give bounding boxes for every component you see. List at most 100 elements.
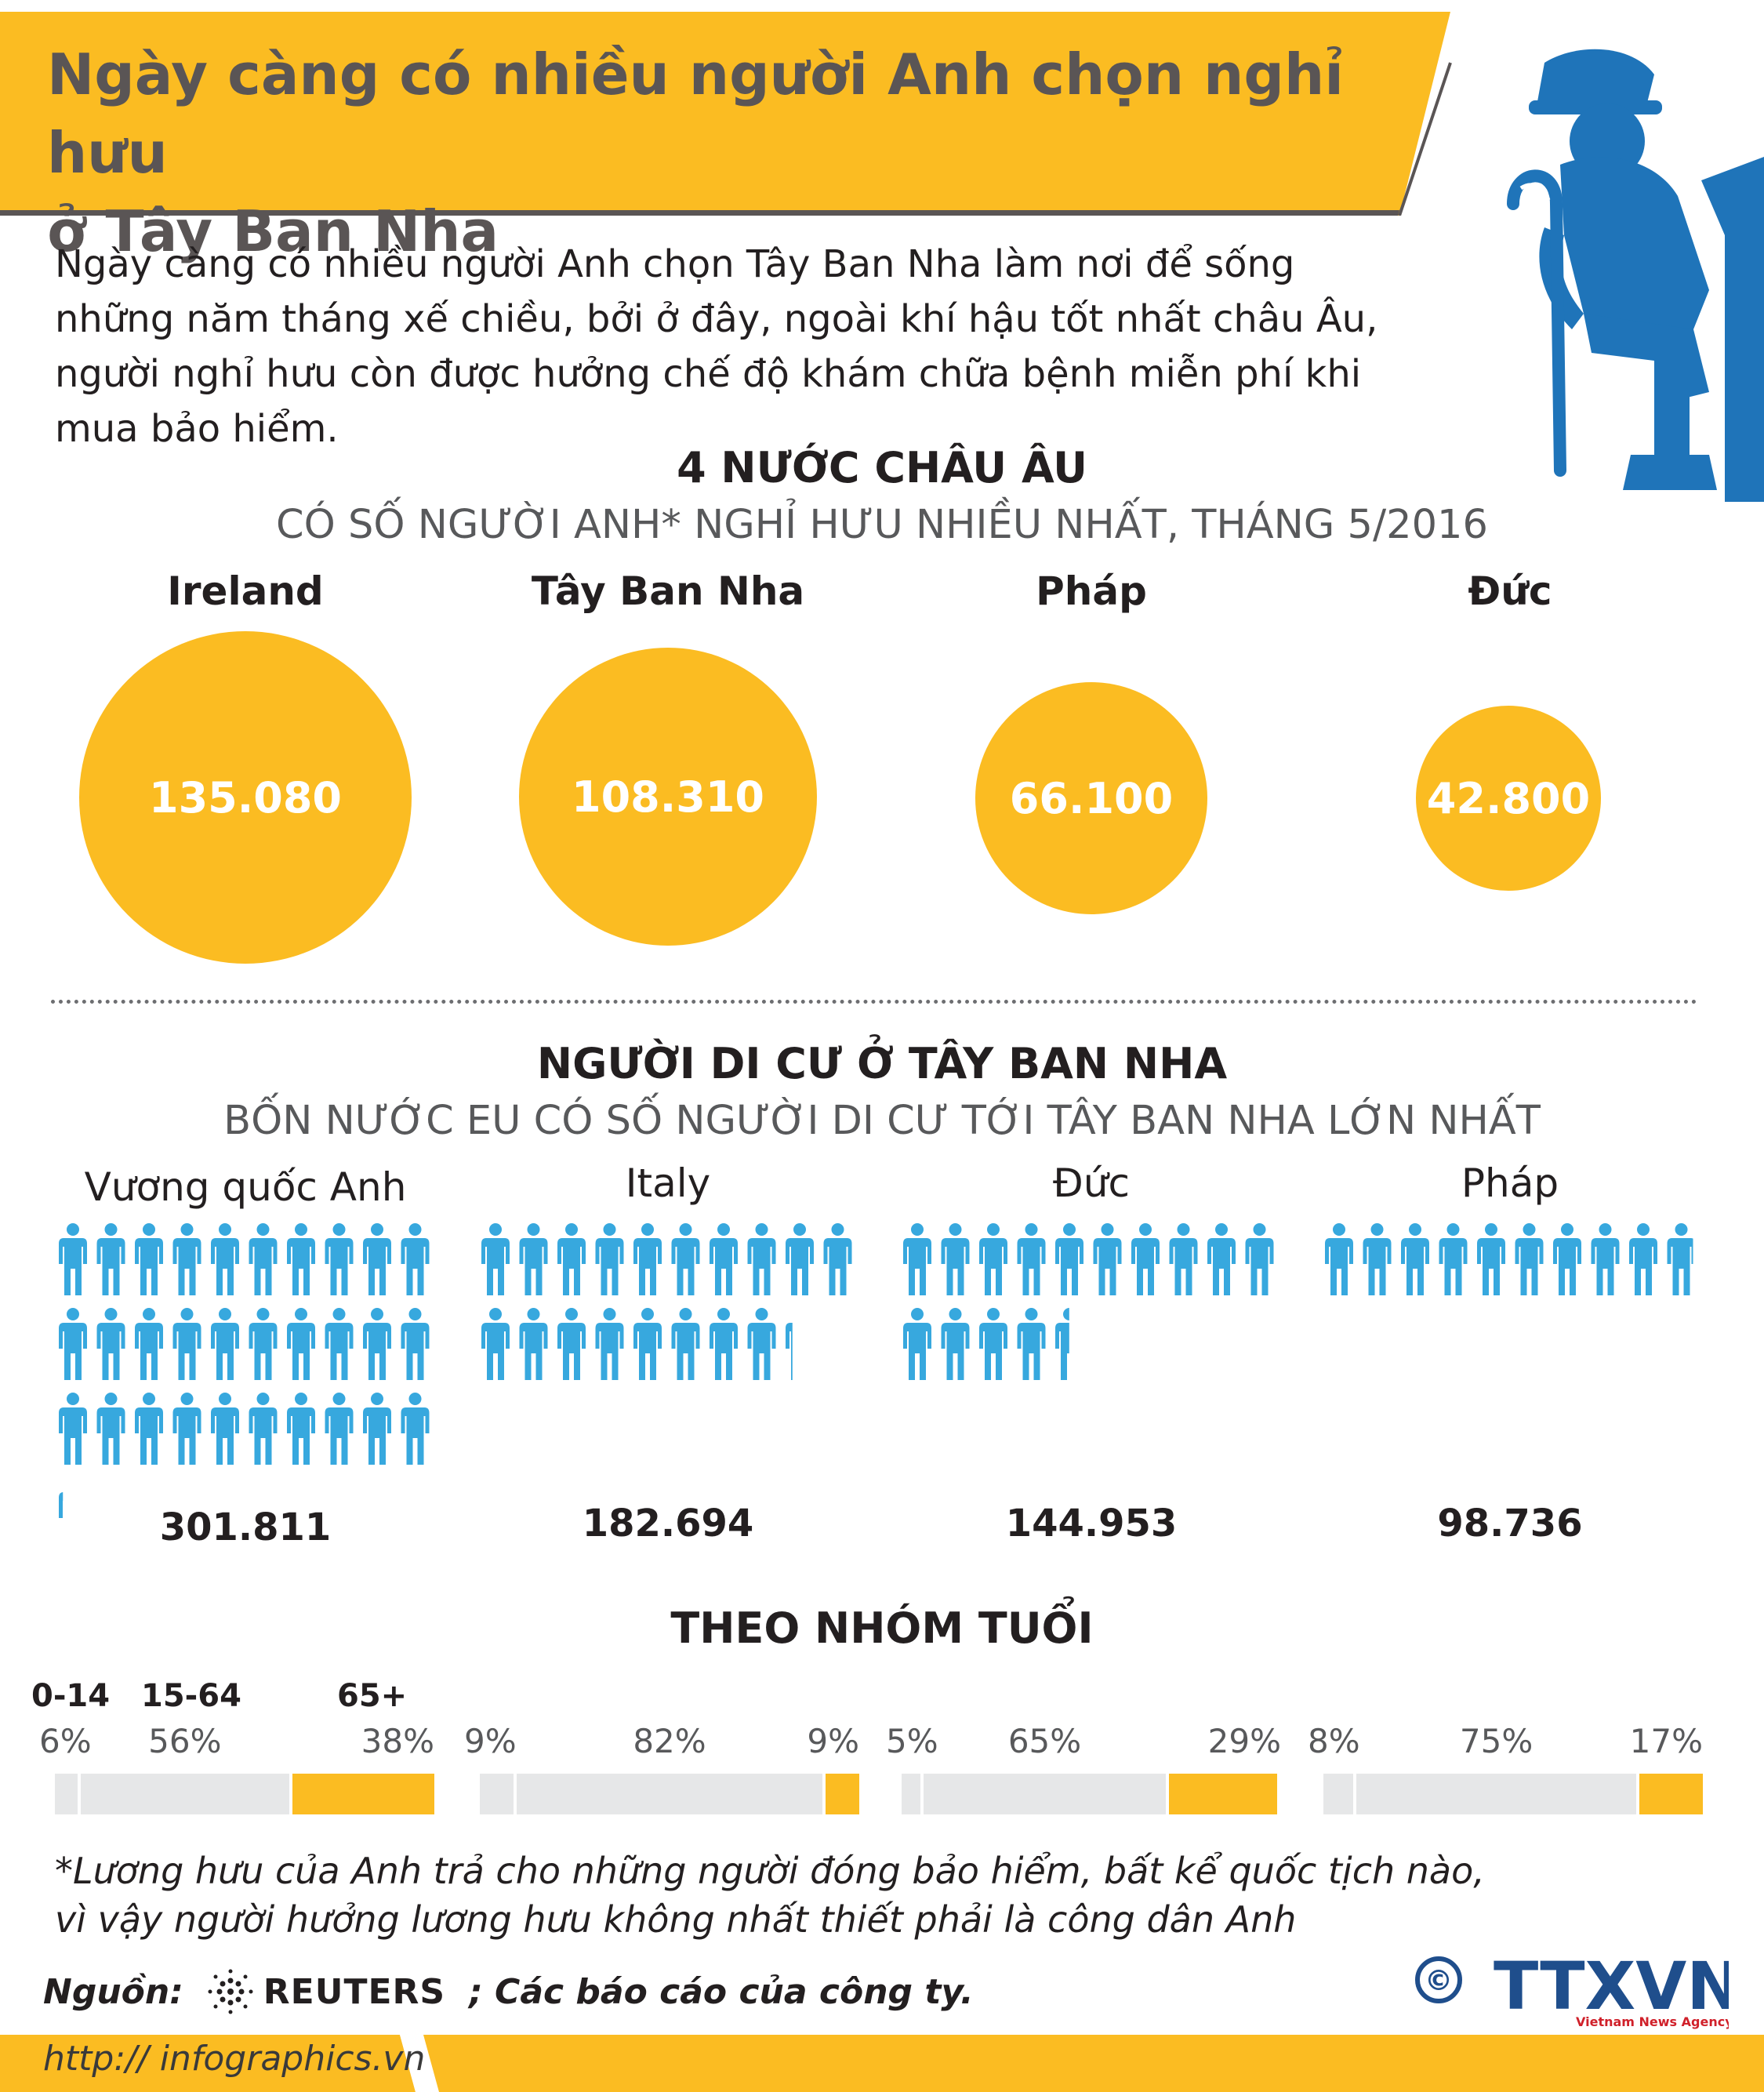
person-icon [325, 1393, 354, 1465]
title-line-2: ở Tây Ban Nha [47, 198, 499, 264]
age-bar-segment-0-14 [55, 1774, 78, 1814]
copyright-symbol: © [1425, 1965, 1453, 1997]
people-icons-svg [481, 1223, 852, 1380]
person-icon [1131, 1223, 1160, 1295]
person-icon [1017, 1308, 1046, 1380]
age-group-0-14: 0-14 [31, 1678, 111, 1714]
age-bar-segment-65-plus [1639, 1774, 1703, 1814]
person-icon [481, 1308, 510, 1380]
person-icon [747, 1223, 776, 1295]
person-icon [1477, 1223, 1505, 1295]
ttxvn-logo-text: TTXVN [1494, 1948, 1729, 2025]
retiree-circle-france: 66.100 [975, 682, 1207, 914]
person-icon [1439, 1223, 1468, 1295]
retiree-country-france: Pháp [1036, 568, 1147, 614]
retiree-value-spain: 108.310 [572, 772, 764, 822]
migrant-value-france: 98.736 [1437, 1502, 1583, 1545]
person-icon [1055, 1308, 1069, 1380]
age-pct-65-plus: 29% [1207, 1722, 1281, 1760]
age-bar-segment-65-plus [1169, 1774, 1278, 1814]
person-icon [519, 1223, 548, 1295]
person-icon [59, 1492, 64, 1518]
person-icon [135, 1393, 163, 1465]
migrant-country-france: Pháp [1461, 1160, 1559, 1206]
person-icon [671, 1223, 700, 1295]
person-icon [903, 1223, 931, 1295]
person-icon [1363, 1223, 1392, 1295]
people-icons-svg [903, 1223, 1274, 1380]
person-icon [1169, 1223, 1198, 1295]
age-pct-65-plus: 38% [361, 1722, 434, 1760]
person-icon [363, 1223, 391, 1295]
person-icon [172, 1393, 201, 1465]
site-url-link[interactable]: http:// infographics.vn [43, 2039, 426, 2079]
person-icon [287, 1393, 315, 1465]
person-icon [172, 1223, 201, 1295]
person-icon [135, 1308, 163, 1380]
age-pct-0-14: 6% [39, 1722, 92, 1760]
section2-subtitle: BỐN NƯỚC EU CÓ SỐ NGƯỜI DI CƯ TỚI TÂY BA… [223, 1098, 1541, 1144]
section1-subtitle: CÓ SỐ NGƯỜI ANH* NGHỈ HƯU NHIỀU NHẤT, TH… [276, 502, 1488, 548]
person-icon [1207, 1223, 1236, 1295]
ttxvn-logo: © TTXVN Vietnam News Agency [1415, 1948, 1729, 2029]
person-icon [287, 1223, 315, 1295]
age-bar-segment-15-64 [1356, 1774, 1637, 1814]
ttxvn-logo-subtitle: Vietnam News Agency [1576, 2014, 1729, 2029]
section-divider [51, 1000, 1697, 1004]
people-icons-svg [1325, 1223, 1693, 1295]
person-icon [249, 1223, 278, 1295]
footnote: *Lương hưu của Anh trả cho những người đ… [55, 1847, 1623, 1944]
person-icon [1667, 1223, 1693, 1295]
source-label: Nguồn: [43, 1971, 183, 2012]
age-group-15-64: 15-64 [141, 1678, 241, 1714]
person-icon [786, 1323, 793, 1380]
retiree-country-ireland: Ireland [167, 568, 324, 614]
retiree-circle-ireland: 135.080 [79, 631, 412, 964]
migrant-value-italy: 182.694 [582, 1502, 754, 1545]
person-icon [96, 1223, 125, 1295]
age-pct-15-64: 65% [1007, 1722, 1082, 1760]
person-icon [401, 1393, 430, 1465]
people-pictogram-uk [57, 1223, 441, 1553]
person-icon [481, 1223, 510, 1295]
age-pct-65-plus: 9% [807, 1722, 859, 1760]
person-icon [363, 1393, 391, 1465]
people-pictogram-germany [902, 1223, 1286, 1458]
person-icon [287, 1308, 315, 1380]
person-icon [786, 1223, 814, 1295]
person-icon [979, 1223, 1007, 1295]
retiree-country-germany: Đức [1468, 568, 1552, 614]
migrant-value-uk: 301.811 [159, 1505, 332, 1549]
person-icon [557, 1308, 586, 1380]
person-icon [401, 1223, 430, 1295]
footer-bar [0, 2035, 1764, 2092]
age-pct-0-14: 9% [464, 1722, 517, 1760]
person-icon [1055, 1223, 1083, 1295]
person-icon [979, 1308, 1007, 1380]
age-bar-segment-15-64 [516, 1774, 823, 1814]
person-icon [211, 1223, 239, 1295]
age-pct-0-14: 8% [1308, 1722, 1360, 1760]
section3-title: THEO NHÓM TUỔI [670, 1604, 1094, 1653]
person-icon [671, 1308, 700, 1380]
person-icon [59, 1393, 87, 1465]
source-rest: ; Các báo cáo của công ty. [469, 1971, 974, 2012]
reuters-source: REUTERS [207, 1968, 445, 2015]
person-icon [941, 1223, 970, 1295]
person-icon [903, 1308, 931, 1380]
migrant-country-italy: Italy [625, 1160, 711, 1206]
retiree-circle-spain: 108.310 [519, 648, 817, 946]
people-pictogram-italy [480, 1223, 864, 1458]
person-icon [249, 1308, 278, 1380]
people-pictogram-france [1323, 1223, 1708, 1380]
age-pct-15-64: 75% [1459, 1722, 1534, 1760]
person-icon [710, 1223, 738, 1295]
person-icon [595, 1308, 624, 1380]
title-line-1: Ngày càng có nhiều người Anh chọn nghỉ h… [47, 42, 1344, 186]
age-group-65-plus: 65+ [337, 1678, 408, 1714]
person-icon [249, 1393, 278, 1465]
reuters-name: REUTERS [263, 1971, 446, 2012]
retiree-value-ireland: 135.080 [149, 772, 342, 823]
age-bar-segment-65-plus [826, 1774, 859, 1814]
person-icon [401, 1308, 430, 1380]
